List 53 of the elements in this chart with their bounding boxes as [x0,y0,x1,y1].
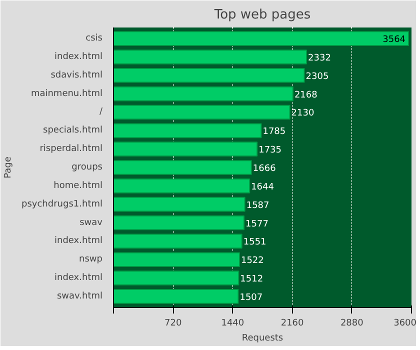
bar [114,86,294,102]
bar [114,104,290,120]
data-label: 2130 [291,108,314,119]
bar [114,31,410,46]
x-tick-label: 3600 [394,318,417,328]
bar [114,215,245,230]
y-tick-label: home.html [54,180,103,191]
x-tick-label: 1440 [221,318,244,328]
y-tick-label: swav.html [56,291,103,302]
x-tick-label: 720 [164,318,182,328]
bar [114,234,242,249]
data-label: 2305 [306,72,329,82]
y-tick-label: groups [72,162,103,172]
data-label: 1785 [262,127,286,138]
data-label: 1577 [246,219,268,230]
y-tick-label: csis [86,34,103,44]
bar [114,123,262,138]
y-tick-label: index.html [54,236,102,246]
chart-title: Top web pages [213,8,311,22]
bar [114,252,240,268]
bar [114,196,246,212]
bar [114,160,252,175]
data-label: 1551 [243,238,266,248]
data-label: 2332 [308,53,331,64]
bar [114,50,308,64]
data-label: 1587 [246,200,270,211]
data-label: 2168 [294,90,318,100]
bar [114,68,305,83]
y-tick-label: risperdal.html [40,144,103,154]
y-tick-label: index.html [54,273,102,284]
bar [114,289,239,304]
bar [114,142,258,156]
x-axis-title: Requests [242,334,284,344]
data-label: 1644 [251,182,274,192]
y-tick-label: / [99,107,104,118]
y-tick-label: mainmenu.html [30,88,102,99]
y-tick-label: psychdrugs1.html [22,199,103,210]
data-label: 3564 [382,35,406,46]
data-label: 1666 [252,164,276,174]
data-label: 1735 [258,146,282,156]
x-tick-label: 2160 [280,318,304,328]
y-tick-label: nswp [79,254,103,265]
y-tick-label: index.html [54,52,102,62]
data-label: 1512 [240,274,264,285]
data-label: 1507 [240,292,263,303]
y-tick-label: swav [80,218,104,228]
y-tick-label: sdavis.html [50,70,103,80]
y-axis-title: Page [4,156,14,178]
y-tick-label: specials.html [43,126,103,136]
bar [114,270,240,286]
x-tick-label: 2880 [340,318,364,328]
bar [114,178,250,194]
data-label: 1522 [240,256,264,266]
